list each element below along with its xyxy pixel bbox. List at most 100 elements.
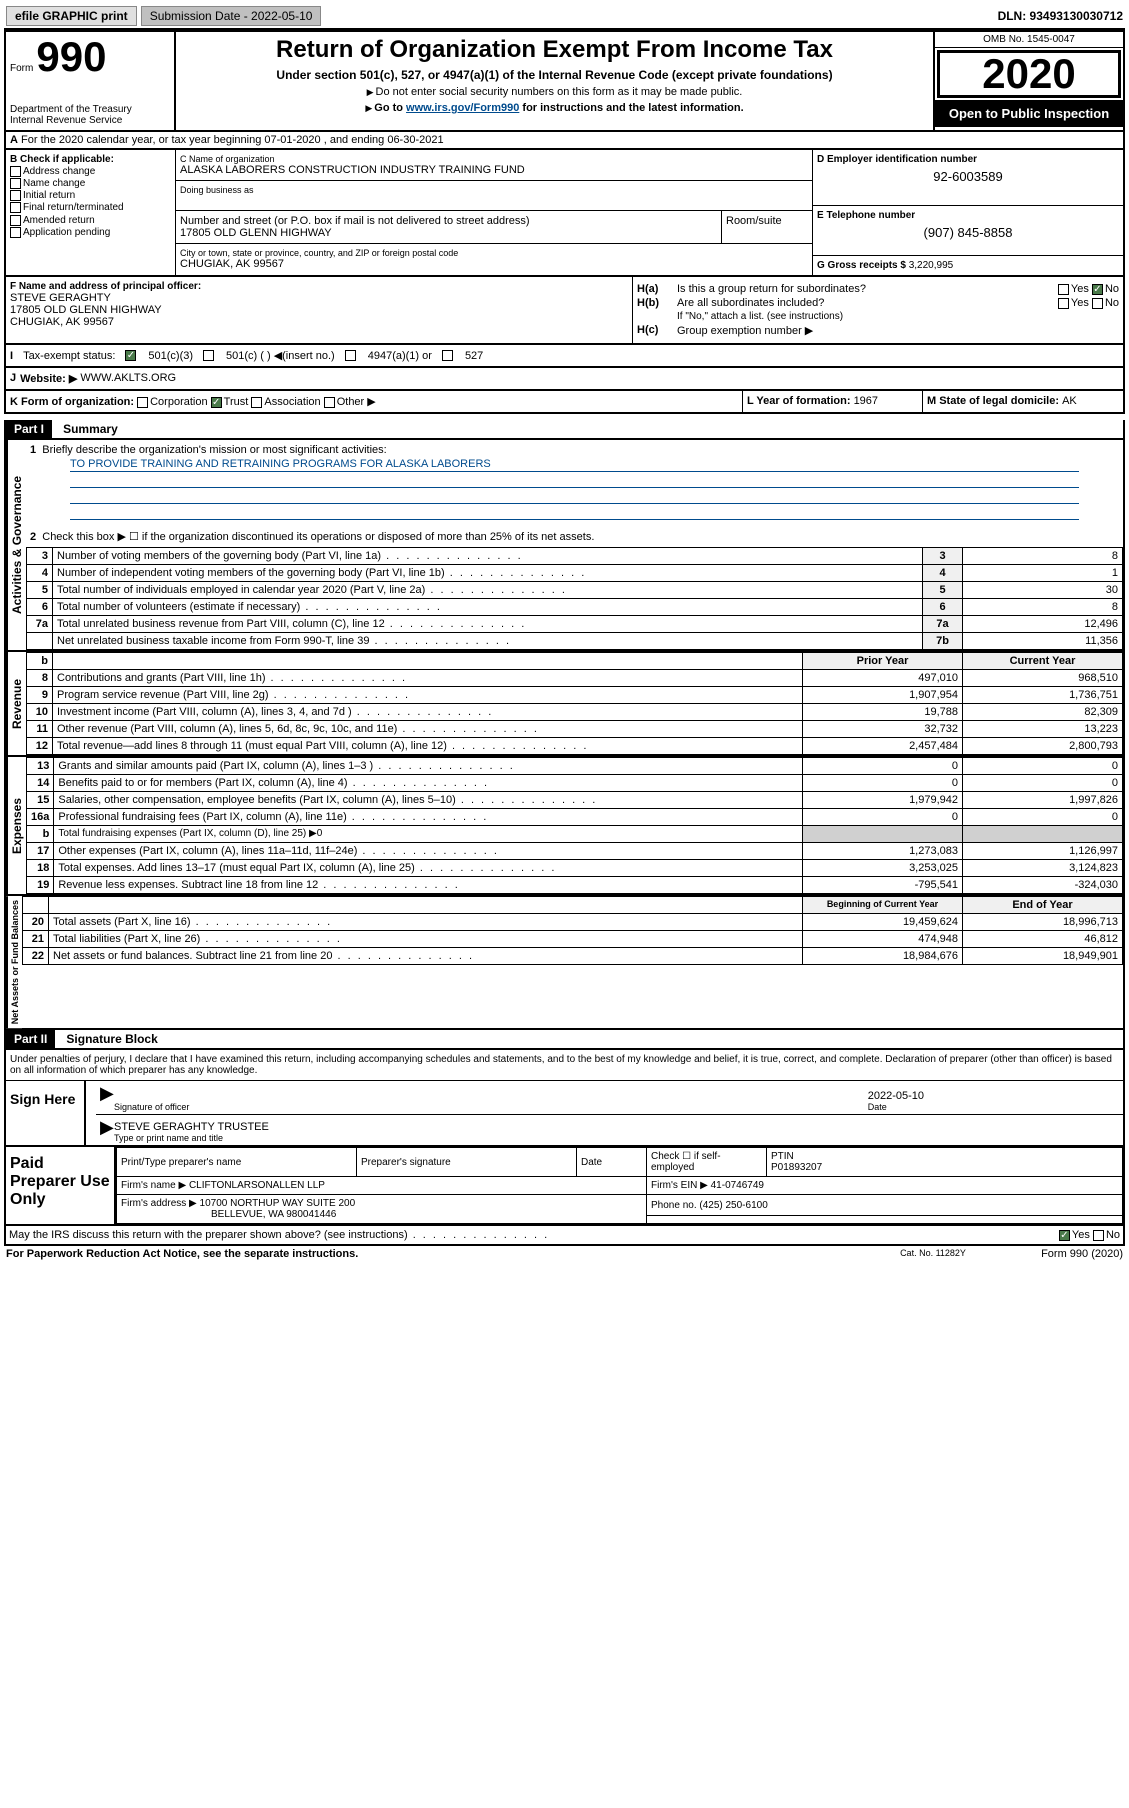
firm-name-val: CLIFTONLARSONALLEN LLP — [189, 1180, 325, 1191]
sig-date-val: 2022-05-10 — [868, 1090, 1119, 1102]
firm-ein-val: 41-0746749 — [711, 1180, 764, 1191]
trust-checkbox[interactable]: ✓ — [211, 397, 222, 408]
part2-title: Signature Block — [58, 1030, 165, 1048]
org-name-label: C Name of organization — [180, 154, 808, 164]
prior-val: 19,459,624 — [803, 914, 963, 931]
discuss-no-checkbox[interactable] — [1093, 1230, 1104, 1241]
prior-val: 18,984,676 — [803, 948, 963, 965]
instructions-link[interactable]: www.irs.gov/Form990 — [406, 102, 519, 114]
line2-text: Check this box ▶ ☐ if the organization d… — [42, 531, 594, 543]
line-desc: Total expenses. Add lines 13–17 (must eq… — [54, 860, 803, 877]
m-label: M State of legal domicile: — [927, 395, 1062, 407]
final-return-label: Final return/terminated — [23, 203, 124, 214]
hb-note: If "No," attach a list. (see instruction… — [637, 311, 1119, 322]
tax-year: 2020 — [937, 50, 1121, 98]
ein-val: 92-6003589 — [817, 169, 1119, 184]
prior-val: -795,541 — [803, 877, 963, 894]
hc-label: H(c) — [637, 324, 677, 337]
amended-label: Amended return — [23, 215, 95, 226]
line-desc: Number of independent voting members of … — [53, 565, 923, 582]
ein-label: D Employer identification number — [817, 154, 1119, 165]
501c-checkbox[interactable] — [203, 350, 214, 361]
other-checkbox[interactable] — [324, 397, 335, 408]
line-num: 5 — [27, 582, 53, 599]
firm-name-label: Firm's name ▶ — [121, 1180, 186, 1191]
line-desc: Total assets (Part X, line 16) — [49, 914, 803, 931]
checkbox-amended[interactable] — [10, 215, 21, 226]
line-desc: Other revenue (Part VIII, column (A), li… — [53, 721, 803, 738]
current-val: 1,997,826 — [963, 792, 1123, 809]
current-val: 0 — [963, 775, 1123, 792]
ha-label: H(a) — [637, 283, 677, 295]
open-inspection: Open to Public Inspection — [935, 100, 1123, 127]
current-val: 2,800,793 — [963, 738, 1123, 755]
ptin-val: P01893207 — [771, 1162, 822, 1173]
discuss-yes-checkbox[interactable]: ✓ — [1059, 1230, 1070, 1241]
note-goto-b: for instructions and the latest informat… — [519, 102, 743, 114]
app-pending-label: Application pending — [23, 227, 110, 238]
firm-addr-val1: 10700 NORTHUP WAY SUITE 200 — [200, 1198, 356, 1209]
name-title-val: STEVE GERAGHTY TRUSTEE — [114, 1121, 1119, 1133]
line-val: 8 — [963, 548, 1123, 565]
line-num: 19 — [27, 877, 54, 894]
current-val: 0 — [963, 809, 1123, 826]
city-val: CHUGIAK, AK 99567 — [180, 258, 808, 270]
line-desc: Salaries, other compensation, employee b… — [54, 792, 803, 809]
hb-no-checkbox[interactable] — [1092, 298, 1103, 309]
m-val: AK — [1062, 395, 1077, 407]
initial-return-label: Initial return — [23, 190, 75, 201]
line1-text: Briefly describe the organization's miss… — [42, 444, 386, 456]
checkbox-app-pending[interactable] — [10, 227, 21, 238]
hb-yes-checkbox[interactable] — [1058, 298, 1069, 309]
527-label: 527 — [465, 350, 483, 362]
form-prefix: Form — [10, 63, 33, 74]
line-desc: Investment income (Part VIII, column (A)… — [53, 704, 803, 721]
gross-receipts-val: 3,220,995 — [909, 260, 954, 271]
hb-yes: Yes — [1071, 297, 1089, 309]
line-num: 12 — [27, 738, 53, 755]
footer-left: For Paperwork Reduction Act Notice, see … — [6, 1248, 863, 1260]
current-val: 18,949,901 — [963, 948, 1123, 965]
4947-checkbox[interactable] — [345, 350, 356, 361]
prior-val: 0 — [803, 758, 963, 775]
line-desc: Professional fundraising fees (Part IX, … — [54, 809, 803, 826]
ha-yes: Yes — [1071, 283, 1089, 295]
current-val: 1,736,751 — [963, 687, 1123, 704]
line-desc: Total liabilities (Part X, line 26) — [49, 931, 803, 948]
omb-number: OMB No. 1545-0047 — [935, 32, 1123, 48]
k-label: K Form of organization: — [10, 396, 134, 408]
corp-checkbox[interactable] — [137, 397, 148, 408]
ha-no-checkbox[interactable]: ✓ — [1092, 284, 1103, 295]
line-desc: Number of voting members of the governin… — [53, 548, 923, 565]
prep-phone-label: Phone no. — [651, 1200, 699, 1211]
assoc-checkbox[interactable] — [251, 397, 262, 408]
line-desc: Net assets or fund balances. Subtract li… — [49, 948, 803, 965]
line-col: 6 — [923, 599, 963, 616]
officer-addr1: 17805 OLD GLENN HIGHWAY — [10, 304, 628, 316]
prep-phone-val: (425) 250-6100 — [699, 1200, 767, 1211]
checkbox-name-change[interactable] — [10, 178, 21, 189]
ha-yes-checkbox[interactable] — [1058, 284, 1069, 295]
part1-header: Part I — [6, 420, 52, 438]
line-num: 6 — [27, 599, 53, 616]
current-val: 13,223 — [963, 721, 1123, 738]
527-checkbox[interactable] — [442, 350, 453, 361]
current-val: 0 — [963, 758, 1123, 775]
line-num: 14 — [27, 775, 54, 792]
line-num: 13 — [27, 758, 54, 775]
501c3-label: 501(c)(3) — [148, 350, 193, 362]
checkbox-address-change[interactable] — [10, 166, 21, 177]
section-f-label: F Name and address of principal officer: — [10, 281, 201, 292]
website-val: WWW.AKLTS.ORG — [80, 372, 176, 385]
line-desc: Benefits paid to or for members (Part IX… — [54, 775, 803, 792]
sig-date-label: Date — [868, 1102, 1119, 1112]
checkbox-initial-return[interactable] — [10, 190, 21, 201]
line-desc: Grants and similar amounts paid (Part IX… — [54, 758, 803, 775]
line-num: 9 — [27, 687, 53, 704]
efile-button[interactable]: efile GRAPHIC print — [6, 6, 137, 26]
checkbox-final-return[interactable] — [10, 202, 21, 213]
501c3-checkbox[interactable]: ✓ — [125, 350, 136, 361]
current-val: 3,124,823 — [963, 860, 1123, 877]
prep-sig-label: Preparer's signature — [361, 1157, 451, 1168]
line-desc: Contributions and grants (Part VIII, lin… — [53, 670, 803, 687]
